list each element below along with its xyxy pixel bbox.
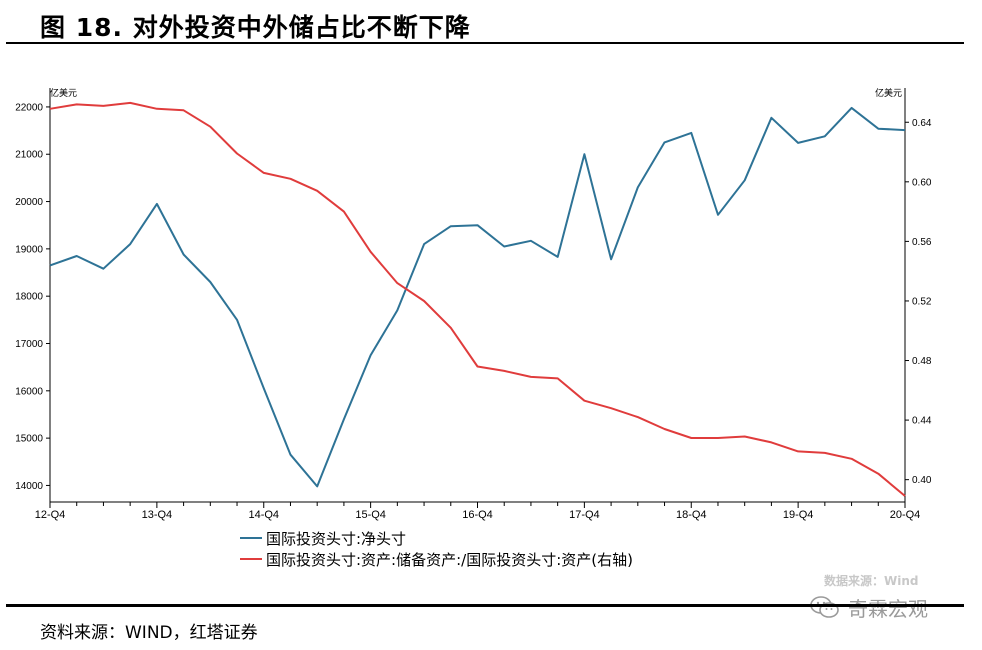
x-tick-label: 15-Q4 (355, 509, 386, 521)
x-tick-label: 18-Q4 (676, 509, 707, 521)
x-tick-label: 19-Q4 (783, 509, 814, 521)
wechat-icon (810, 596, 839, 618)
series-line-net-position (49, 106, 906, 488)
left-y-tick-label: 18000 (15, 292, 43, 303)
chart-lines (49, 101, 906, 497)
chart-ticks: 14000 15000 16000 17000 18000 19000 20000 21000… (15, 102, 932, 521)
series-line-reserve-ratio (49, 101, 906, 497)
left-y-tick-label: 15000 (15, 434, 43, 445)
left-y-tick-label: 17000 (15, 339, 43, 350)
legend-label-reserve-ratio: 国际投资头寸:资产:储备资产:/国际投资头寸:资产(右轴) (266, 551, 633, 569)
x-tick-label: 20-Q4 (890, 509, 921, 521)
bottom-divider (6, 604, 964, 607)
source-note: 资料来源：WIND，红塔证券 (40, 623, 258, 643)
right-y-tick-label: 0.44 (912, 416, 932, 427)
left-y-tick-label: 14000 (15, 481, 43, 492)
chart-legend: 国际投资头寸:净头寸 国际投资头寸:资产:储备资产:/国际投资头寸:资产(右轴) (240, 530, 633, 569)
left-y-tick-label: 20000 (15, 197, 43, 208)
right-y-tick-label: 0.48 (912, 356, 932, 367)
left-y-tick-label: 16000 (15, 386, 43, 397)
right-axis-unit-label: 亿美元 (875, 87, 902, 99)
x-tick-label: 17-Q4 (569, 509, 600, 521)
left-y-tick-label: 21000 (15, 150, 43, 161)
x-tick-label: 12-Q4 (35, 509, 66, 521)
brand-mark: 奇霖宏观 (810, 594, 928, 621)
right-y-tick-label: 0.56 (912, 237, 932, 248)
right-y-tick-label: 0.40 (912, 475, 932, 486)
x-tick-label: 13-Q4 (142, 509, 173, 521)
x-tick-label: 14-Q4 (248, 509, 279, 521)
legend-label-net-position: 国际投资头寸:净头寸 (266, 530, 406, 548)
brand-name: 奇霖宏观 (848, 596, 928, 621)
figure-title: 图 18. 对外投资中外储占比不断下降 (40, 13, 471, 42)
left-y-tick-label: 22000 (15, 102, 43, 113)
right-y-tick-label: 0.52 (912, 296, 932, 307)
right-y-tick-label: 0.64 (912, 118, 932, 129)
left-y-tick-label: 19000 (15, 244, 43, 255)
x-tick-label: 16-Q4 (462, 509, 493, 521)
dual-axis-line-chart: 14000 15000 16000 17000 18000 19000 20000 21000… (15, 87, 932, 569)
right-y-tick-label: 0.60 (912, 177, 932, 188)
data-source-watermark: 数据来源：Wind (824, 574, 919, 588)
chart-axes (49, 88, 906, 503)
top-divider (6, 42, 964, 44)
left-axis-unit-label: 亿美元 (50, 87, 77, 99)
